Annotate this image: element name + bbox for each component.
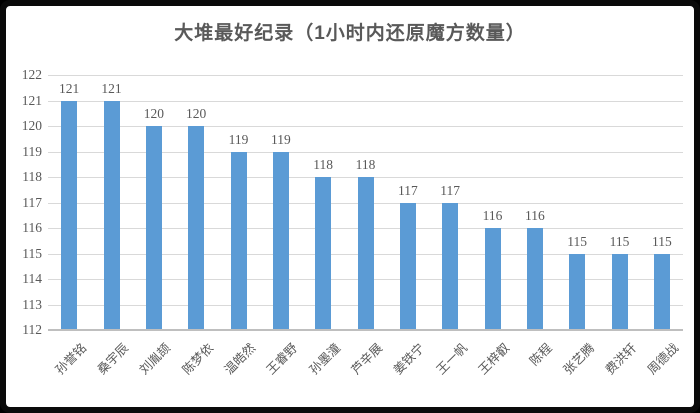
bar bbox=[230, 151, 247, 329]
bar-value-label: 121 bbox=[101, 80, 122, 96]
bar-value-label: 115 bbox=[651, 233, 672, 249]
bar bbox=[315, 177, 332, 329]
bar-value-label: 121 bbox=[59, 80, 80, 96]
bar-value-label: 119 bbox=[228, 131, 249, 147]
bar bbox=[611, 253, 628, 329]
x-axis-label: 张艺腾 bbox=[560, 340, 597, 378]
x-axis-label: 王一帆 bbox=[433, 340, 470, 378]
y-tick-label: 115 bbox=[22, 245, 42, 261]
bar bbox=[272, 151, 289, 329]
x-axis-label: 温皓然 bbox=[221, 340, 259, 378]
bar-value-label: 116 bbox=[482, 208, 503, 223]
x-axis-label: 陈程 bbox=[526, 340, 555, 369]
bar bbox=[357, 177, 374, 329]
x-axis-label: 刘胤颉 bbox=[137, 340, 174, 378]
y-tick-label: 118 bbox=[22, 169, 42, 184]
y-tick-label: 120 bbox=[21, 118, 42, 133]
x-axis-label: 孙誉铭 bbox=[52, 340, 89, 378]
y-tick-label: 121 bbox=[21, 92, 42, 108]
bar bbox=[399, 202, 416, 329]
bar-value-label: 119 bbox=[270, 131, 291, 147]
y-tick-label: 112 bbox=[22, 322, 42, 337]
bar-value-label: 120 bbox=[143, 106, 164, 121]
bar-value-label: 117 bbox=[440, 182, 461, 198]
bar-value-label: 117 bbox=[397, 182, 418, 198]
gridline bbox=[48, 126, 683, 127]
bar-value-label: 115 bbox=[567, 233, 588, 249]
x-axis-label: 桑宇辰 bbox=[94, 340, 132, 378]
plot-area: 112 113 114 115 116 117 118 119 120 121 122 121 孙誉铭 1… bbox=[22, 67, 683, 377]
bar bbox=[569, 253, 586, 329]
x-axis-label: 王睿野 bbox=[264, 340, 301, 378]
bar-value-label: 118 bbox=[313, 157, 334, 172]
bar bbox=[653, 253, 670, 329]
bar bbox=[103, 100, 120, 329]
bar bbox=[61, 100, 78, 329]
bar-value-label: 115 bbox=[609, 233, 630, 249]
y-tick-label: 122 bbox=[21, 67, 42, 82]
x-axis-label: 费洪轩 bbox=[602, 340, 640, 378]
x-axis-line bbox=[48, 329, 683, 331]
bar-value-label: 116 bbox=[524, 208, 545, 223]
x-axis-label: 姜铁宁 bbox=[391, 340, 428, 378]
x-axis-label: 王梓叡 bbox=[475, 340, 513, 378]
bar bbox=[145, 126, 162, 329]
bar bbox=[484, 228, 501, 329]
chart-title: 大堆最好纪录（1小时内还原魔方数量） bbox=[174, 23, 526, 44]
bar-value-label: 118 bbox=[355, 157, 376, 172]
x-axis-label: 周德战 bbox=[645, 340, 682, 378]
y-tick-label: 117 bbox=[22, 194, 42, 210]
bar bbox=[442, 202, 459, 329]
gridline bbox=[48, 75, 683, 76]
bar-value-label: 120 bbox=[186, 106, 207, 121]
gridline bbox=[48, 151, 683, 153]
x-axis-label: 陈梦依 bbox=[179, 340, 216, 378]
gridline bbox=[48, 100, 683, 102]
x-axis-label: 孙墨潼 bbox=[306, 340, 343, 378]
y-tick-label: 113 bbox=[22, 296, 42, 312]
x-axis-label: 芦辛展 bbox=[348, 340, 386, 378]
bar bbox=[526, 228, 543, 329]
y-tick-label: 114 bbox=[22, 271, 42, 286]
y-tick-label: 119 bbox=[22, 143, 42, 159]
bar bbox=[188, 126, 205, 329]
y-tick-label: 116 bbox=[22, 220, 42, 235]
